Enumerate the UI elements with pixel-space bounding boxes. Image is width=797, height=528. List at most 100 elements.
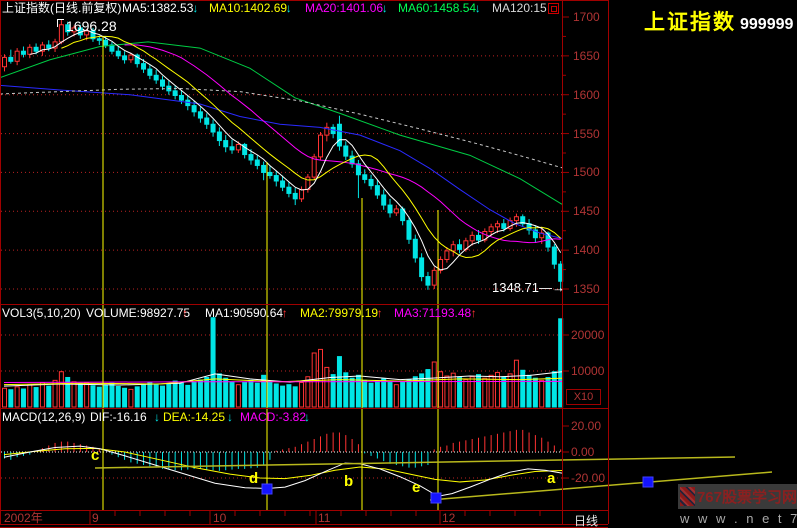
volume-bar [229, 381, 235, 408]
vol-label: MA1:90590.64 [205, 306, 284, 320]
candle-body [261, 164, 267, 173]
volume-bar [507, 373, 513, 408]
volume-bar [545, 376, 551, 408]
ma-label: MA60:1458.54 [398, 1, 477, 15]
time-axis-label: 10 [213, 511, 227, 525]
candle-body [178, 94, 184, 101]
wave-letter-e: e [412, 479, 421, 496]
volume-bar [242, 382, 248, 408]
ma-label: MA10:1402.69 [209, 1, 288, 15]
price-axis-label: 1350 [573, 282, 600, 296]
trend-line [429, 471, 773, 501]
macd-axis-label: 20.00 [571, 418, 602, 433]
index-code: 999999 [740, 16, 794, 33]
volume-bar [109, 382, 115, 408]
high-price-annotation: 1696.28 [66, 18, 117, 34]
volume-bar [71, 381, 77, 408]
candle-body [147, 68, 153, 76]
candle-body [482, 231, 488, 241]
vol-trend-arrow-icon: ↑ [470, 306, 477, 320]
wave-letter-c: c [91, 447, 100, 464]
macd-trend-arrow-icon: ↓ [304, 410, 310, 424]
ma-label: 上证指数(日线.前复权) [2, 1, 122, 15]
volume-multiplier-badge: X10 [566, 389, 601, 405]
candle-body [532, 229, 538, 239]
volume-bar [299, 382, 305, 408]
dea-line [3, 447, 563, 483]
candle-body [210, 123, 216, 133]
volume-bar [551, 371, 557, 408]
candle-body [204, 117, 210, 125]
blue-square-marker [430, 492, 442, 504]
volume-bar [204, 376, 210, 408]
volume-bar [532, 377, 538, 408]
volume-bar [349, 377, 355, 408]
volume-bar [235, 384, 241, 408]
blue-square-marker [642, 476, 654, 488]
candle-body [488, 226, 494, 233]
vol-label: VOLUME:98927.75 [86, 306, 191, 320]
macd-header: MACD(12,26,9) DIF:-16.16 ↓ DEA:-14.25 ↓ MACD:… [0, 410, 562, 424]
candle-body [229, 146, 235, 151]
volume-bar [122, 387, 128, 408]
time-axis-label: 11 [318, 511, 331, 525]
ma5-line [29, 29, 562, 271]
candle-body [311, 156, 317, 178]
volume-bar [412, 376, 418, 408]
volume-bar [362, 379, 368, 408]
candle-body [134, 54, 140, 65]
candle-body [254, 159, 260, 166]
volume-bar [103, 384, 109, 408]
volume-bar [166, 383, 172, 408]
blue-square-marker [261, 483, 273, 495]
volume-bar [8, 389, 14, 408]
candle-body [197, 111, 203, 119]
volume-bar [27, 384, 33, 408]
candle-body [141, 63, 147, 70]
restore-window-icon[interactable] [548, 3, 559, 14]
candle-body [33, 46, 39, 52]
macd-trend-arrow-icon: ↓ [227, 410, 233, 424]
macd-label: DIF:-16.16 [90, 410, 147, 424]
volume-bar [280, 385, 286, 408]
candle-body [381, 194, 387, 206]
volume-bar [39, 382, 45, 408]
volume-bar [178, 382, 184, 408]
candle-body [501, 223, 507, 229]
index-title: 上证指数 999999 [644, 6, 793, 36]
candle-body [374, 185, 380, 196]
candle-body [267, 171, 273, 177]
volume-bar [450, 372, 456, 408]
candle-body [8, 56, 14, 62]
vol-ma1-line [3, 371, 563, 387]
ma-blue-line [0, 84, 563, 239]
volume-bar [172, 380, 178, 408]
volume-bar [482, 377, 488, 408]
candle-body [299, 189, 305, 200]
candle-body [387, 204, 393, 214]
macd-axis-label: -20.00 [571, 471, 606, 486]
candle-body [115, 50, 121, 57]
volume-bar [286, 384, 292, 408]
volume-header: VOL3(5,10,20) VOLUME:98927.75 ↑ MA1:90590.6… [0, 306, 562, 320]
volume-bar [33, 387, 39, 408]
ma-trend-arrow-icon: ↓ [381, 1, 388, 15]
time-axis-label: 9 [92, 511, 99, 525]
candle-body [476, 234, 481, 241]
volume-bar [419, 373, 425, 408]
volume-bar [330, 374, 336, 408]
vol-label: MA2:79979.19 [300, 306, 379, 320]
volume-bar [261, 374, 267, 408]
volume-bar [14, 386, 20, 408]
candle-body [223, 140, 229, 148]
volume-bar [65, 376, 71, 408]
ma-trend-arrow-icon: ↓ [474, 1, 481, 15]
vol-label: MA3:71193.48 [394, 306, 472, 320]
candle-body [242, 143, 248, 156]
volume-bar [292, 386, 298, 408]
price-axis-label: 1450 [573, 204, 600, 219]
ma10-line [61, 35, 561, 258]
volume-bar [438, 371, 444, 408]
main-chart-header: 上证指数(日线.前复权) MA5:1382.53 ↓ MA10:1402.69 ↓ MA2… [0, 1, 562, 15]
